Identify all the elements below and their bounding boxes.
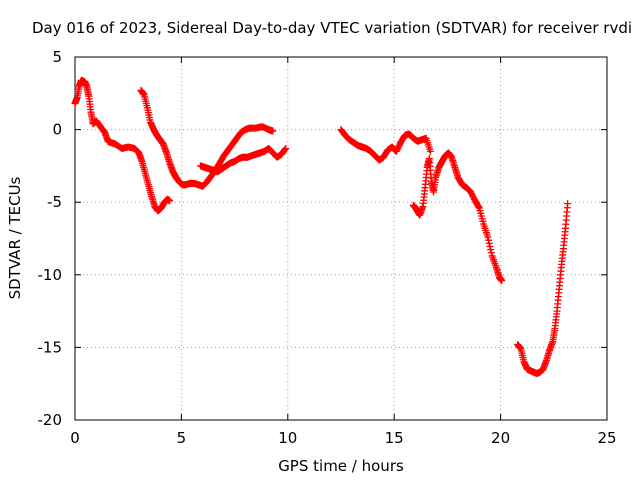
x-tick-label: 20 <box>491 429 510 447</box>
series-segment-1 <box>71 76 174 215</box>
data-point <box>486 242 494 250</box>
y-tick-label: 5 <box>52 48 62 66</box>
y-tick-label: -5 <box>47 193 62 211</box>
x-tick-label: 0 <box>70 429 80 447</box>
data-point <box>564 200 572 208</box>
data-point <box>485 236 493 244</box>
x-tick-label: 10 <box>278 429 297 447</box>
data-point <box>498 277 506 285</box>
y-tick-label: -20 <box>38 411 63 429</box>
data-point <box>485 239 493 247</box>
data-point <box>487 246 495 254</box>
chart-title: Day 016 of 2023, Sidereal Day-to-day VTE… <box>32 19 632 37</box>
series-segment-4 <box>337 126 434 164</box>
data-point <box>269 127 277 135</box>
data-point <box>426 147 434 155</box>
data-point <box>282 144 290 152</box>
plot-frame <box>74 56 608 421</box>
y-axis-label: SDTVAR / TECUs <box>6 176 24 299</box>
y-tick-label: -10 <box>38 266 63 284</box>
y-tick-label: 0 <box>52 121 62 139</box>
data-point <box>487 249 495 257</box>
x-tick-label: 15 <box>385 429 404 447</box>
x-axis-label: GPS time / hours <box>278 457 404 475</box>
series-segment-5 <box>409 149 506 285</box>
x-tick-label: 5 <box>177 429 187 447</box>
series-segment-3 <box>197 144 290 176</box>
series-segment-2 <box>137 86 277 190</box>
y-tick-label: -15 <box>38 338 63 356</box>
axis-ticks: 0 5 10 15 20 25 -20 -15 -10 -5 0 5 <box>38 48 617 447</box>
data-point <box>475 203 483 211</box>
x-tick-label: 25 <box>597 429 616 447</box>
data-point <box>166 197 174 205</box>
data-points <box>71 76 572 378</box>
data-point <box>281 145 289 153</box>
data-point <box>484 233 492 241</box>
series-segment-6 <box>514 200 572 378</box>
